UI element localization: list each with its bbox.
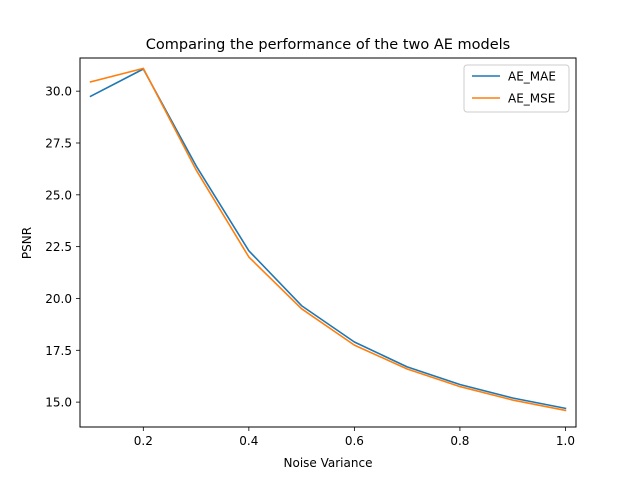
y-tick-label: 25.0 [45,188,72,202]
x-tick-label: 0.2 [134,434,153,448]
axis-ticks: 0.2 0.4 0.6 0.8 1.0 15.0 17.5 20.0 22.5 25.0 27.5 3… [45,85,575,448]
plot-frame [79,57,577,428]
series-line-ae-mse [89,67,567,412]
x-tick-label: 1.0 [556,434,575,448]
plot-series [89,67,567,412]
legend: AE_MAE AE_MSE [463,64,570,113]
series-line-ae-mae [89,68,567,410]
y-tick-label: 30.0 [45,85,72,99]
x-tick-label: 0.6 [345,434,364,448]
legend-label: AE_MSE [508,92,555,106]
x-tick-label: 0.8 [450,434,469,448]
y-axis-label: PSNR [20,227,34,259]
y-tick-label: 20.0 [45,292,72,306]
y-tick-label: 17.5 [45,344,72,358]
x-axis-label: Noise Variance [284,456,373,470]
y-tick-label: 22.5 [45,240,72,254]
legend-label: AE_MAE [508,70,556,84]
y-tick-label: 27.5 [45,136,72,150]
chart-title: Comparing the performance of the two AE … [146,37,511,53]
y-tick-label: 15.0 [45,396,72,410]
x-tick-label: 0.4 [239,434,258,448]
